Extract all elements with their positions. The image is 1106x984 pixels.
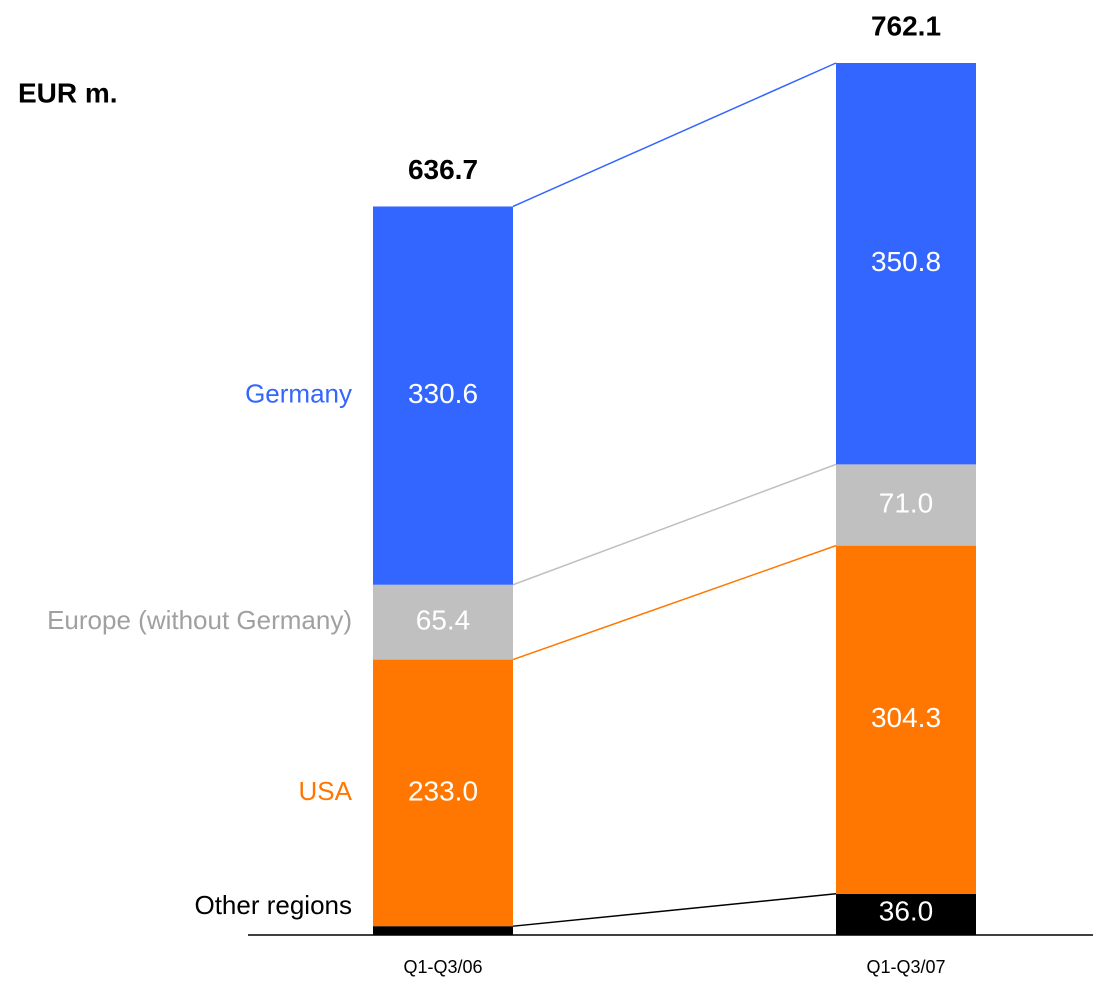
series-label: Germany <box>245 378 352 408</box>
value-label: 65.4 <box>416 605 471 636</box>
bar-segment <box>836 464 976 546</box>
series-label: Other regions <box>194 890 352 920</box>
series-label: Europe (without Germany) <box>47 605 352 635</box>
value-label: 36.0 <box>879 895 934 926</box>
value-label: 71.0 <box>879 487 934 518</box>
value-label: 233.0 <box>408 775 478 806</box>
x-tick-label: Q1-Q3/07 <box>866 957 945 977</box>
value-label: 330.6 <box>408 378 478 409</box>
value-label: 350.8 <box>871 246 941 277</box>
connector <box>512 893 837 927</box>
chart-title: EUR m. <box>18 77 118 108</box>
value-label: 304.3 <box>871 702 941 733</box>
bar-segment <box>836 63 976 465</box>
bar-segment <box>373 926 513 935</box>
total-label: 636.7 <box>408 154 478 185</box>
bar-segment <box>373 584 513 660</box>
x-tick-label: Q1-Q3/06 <box>403 957 482 977</box>
bar-segment <box>836 545 976 894</box>
bar-segment <box>836 893 976 935</box>
connector <box>512 544 837 661</box>
total-label: 762.1 <box>871 10 941 41</box>
bar-segment <box>373 659 513 927</box>
series-label: USA <box>299 776 353 806</box>
connector <box>512 62 837 208</box>
bar-segment <box>373 206 513 585</box>
connector <box>512 463 837 586</box>
